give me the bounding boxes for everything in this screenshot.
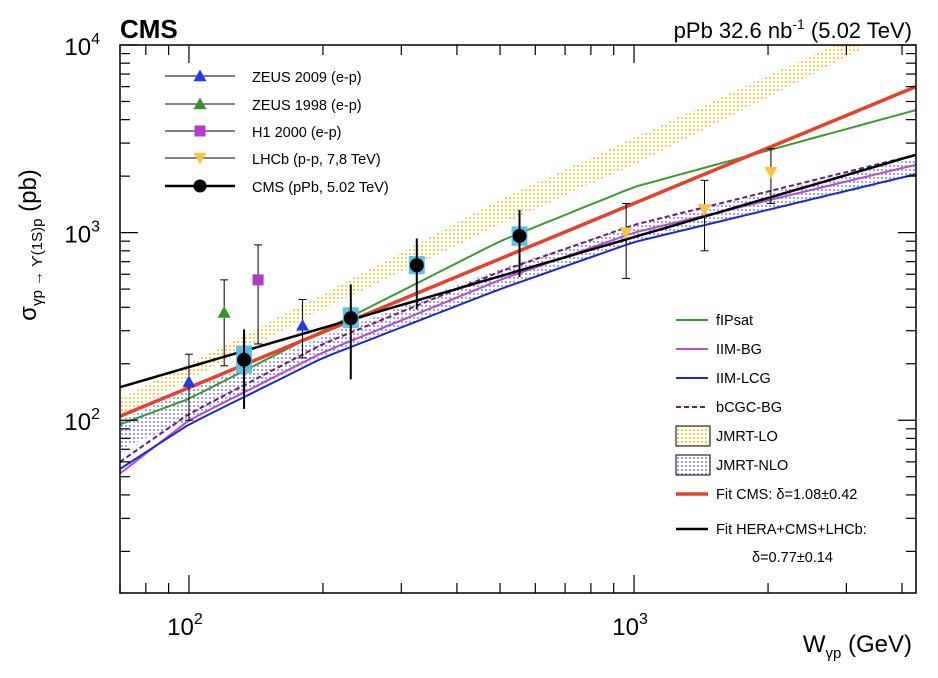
legend-h1-2000: H1 2000 (e-p) — [165, 125, 341, 141]
legend-iim-lcg-label: IIM-LCG — [716, 371, 771, 387]
point-lhcb-p-p-7-8-tev-0 — [619, 202, 633, 279]
point-cms-ppb-5-02-tev-3-marker — [512, 228, 527, 243]
point-zeus-2009-e-p-0 — [182, 353, 196, 421]
plot-frame — [119, 44, 917, 594]
point-cms-ppb-5-02-tev-2 — [408, 238, 425, 310]
curve-iim-lcg — [120, 173, 916, 470]
point-lhcb-p-p-7-8-tev-1-marker — [698, 204, 712, 216]
x-tick-label-100: 102 — [167, 611, 203, 641]
y-tick-label-10000: 104 — [64, 31, 100, 61]
legend-zeus1998: ZEUS 1998 (e-p) — [165, 97, 362, 114]
luminosity-label: pPb 32.6 nb-1 (5.02 TeV) — [674, 16, 912, 43]
legend-fit-global-label: Fit HERA+CMS+LHCb: — [716, 522, 867, 538]
legend-zeus2009: ZEUS 2009 (e-p) — [165, 69, 362, 86]
legend-fipsat-label: fIPsat — [716, 313, 753, 329]
point-cms-ppb-5-02-tev-1-marker — [343, 311, 358, 326]
point-h1-2000-e-p-0-marker — [252, 274, 264, 286]
legend-cms: CMS (pPb, 5.02 TeV) — [165, 179, 389, 196]
legend-marker — [194, 125, 206, 137]
svg-text:CMS (pPb, 5.02 TeV): CMS (pPb, 5.02 TeV) — [252, 180, 389, 196]
point-zeus-2009-e-p-1-marker — [296, 318, 310, 331]
svg-text:H1 2000 (e-p): H1 2000 (e-p) — [252, 125, 341, 141]
legend-marker — [193, 97, 207, 110]
x-axis-label: Wγp (GeV) — [803, 631, 912, 662]
point-cms-ppb-5-02-tev-3 — [511, 209, 528, 278]
curve-fit-hera-cms-lhcb — [120, 153, 916, 389]
legend-fit-global-delta: δ=0.77±0.14 — [752, 550, 833, 566]
x-tick-label-1000: 103 — [612, 611, 648, 641]
legend-marker — [193, 179, 207, 193]
point-lhcb-p-p-7-8-tev-2 — [764, 148, 778, 204]
legend-bottom: fIPsat IIM-BG IIM-LCG bCGC-BG JMRT-LO JM… — [675, 313, 867, 566]
point-zeus-2009-e-p-1 — [296, 299, 310, 359]
legend-top: ZEUS 2009 (e-p) ZEUS 1998 (e-p) H1 2000 … — [165, 69, 389, 196]
legend-marker — [193, 69, 207, 82]
point-cms-ppb-5-02-tev-1 — [342, 284, 359, 380]
point-cms-ppb-5-02-tev-0-marker — [237, 352, 252, 367]
data-points — [182, 148, 778, 421]
legend-iim-bg-label: IIM-BG — [716, 342, 762, 358]
y-tick-label-100: 102 — [64, 406, 100, 436]
curve-bcgc-bg — [120, 153, 916, 463]
y-axis-label: σγp → ϒ(1S)p (pb) — [15, 169, 46, 321]
point-lhcb-p-p-7-8-tev-0-marker — [619, 227, 633, 240]
point-zeus-2009-e-p-0-marker — [182, 375, 196, 388]
point-zeus-1998-e-p-0-marker — [217, 306, 231, 318]
legend-fit-cms-label: Fit CMS: δ=1.08±0.42 — [716, 487, 857, 503]
curve-iim-bg — [120, 163, 916, 475]
legend-lhcb: LHCb (p-p, 7,8 TeV) — [165, 152, 381, 168]
curve-fit-cms-1-08-0-42 — [120, 84, 916, 418]
legend-jmrt-nlo-label: JMRT-NLO — [716, 458, 788, 474]
point-lhcb-p-p-7-8-tev-1 — [698, 179, 712, 252]
svg-text:ZEUS 1998 (e-p): ZEUS 1998 (e-p) — [252, 98, 362, 114]
band-jmrt-nlo — [120, 158, 916, 450]
y-tick-label-1000: 103 — [64, 219, 100, 249]
legend-jmrt-lo-label: JMRT-LO — [716, 429, 778, 445]
point-zeus-1998-e-p-0 — [217, 279, 231, 367]
svg-text:ZEUS 2009 (e-p): ZEUS 2009 (e-p) — [252, 70, 362, 86]
experiment-label: CMS — [120, 14, 178, 44]
legend-swatch-jmrt-lo — [675, 425, 711, 447]
point-cms-ppb-5-02-tev-2-marker — [409, 258, 424, 273]
legend-bottom-swatches — [675, 319, 711, 531]
point-cms-ppb-5-02-tev-0 — [236, 329, 253, 409]
legend-bcgc-bg-label: bCGC-BG — [716, 400, 782, 416]
band-jmrt-lo — [120, 45, 859, 417]
point-lhcb-p-p-7-8-tev-2-marker — [764, 166, 778, 179]
theory-bands — [120, 45, 916, 450]
axis-ticks — [119, 44, 916, 593]
svg-text:LHCb (p-p, 7,8 TeV): LHCb (p-p, 7,8 TeV) — [252, 152, 381, 168]
legend-marker — [193, 152, 207, 165]
point-h1-2000-e-p-0 — [252, 244, 264, 345]
legend-swatch-jmrt-nlo — [675, 454, 711, 476]
